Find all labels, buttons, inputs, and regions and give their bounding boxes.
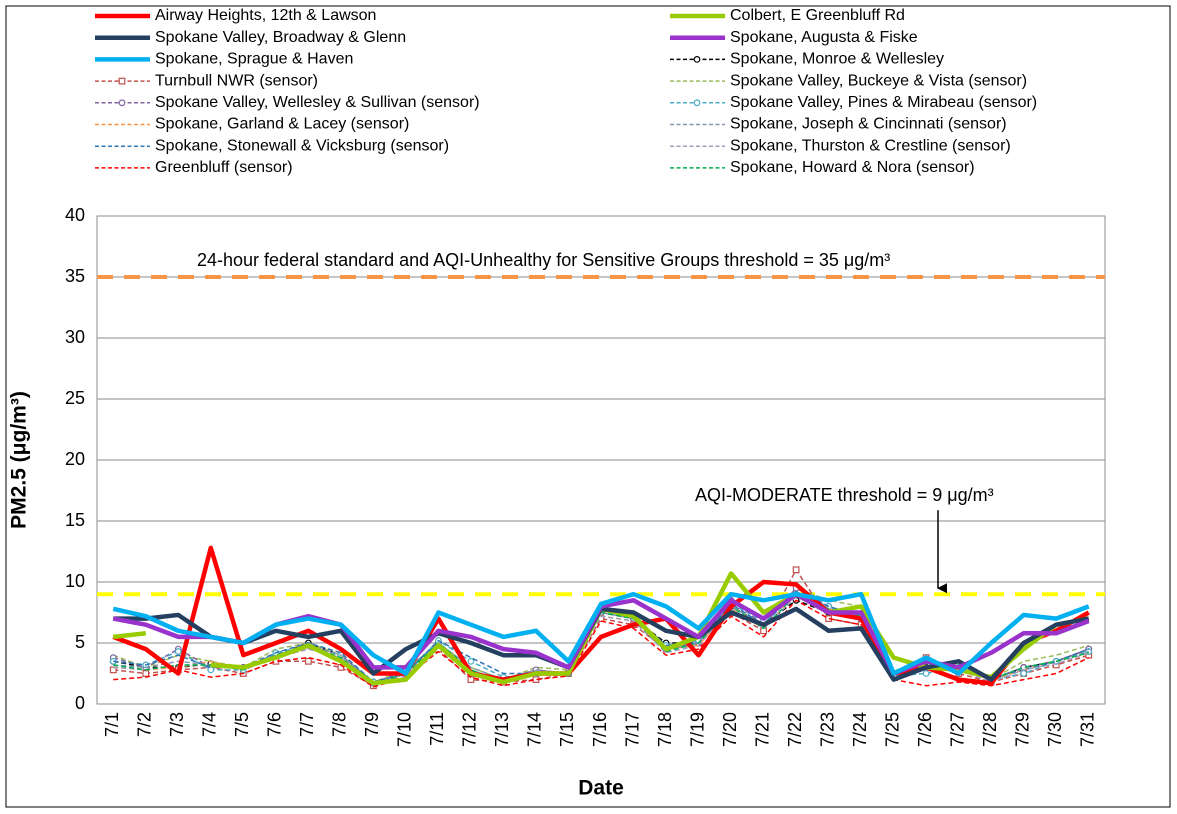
series-marker [142,670,150,677]
legend-label: Spokane, Garland & Lacey (sensor) [155,116,409,133]
legend-marker [693,56,701,63]
series-line [113,595,1089,686]
x-tick-label: 7/5 [232,712,252,737]
series-marker [922,670,930,677]
legend-label: Spokane, Augusta & Fiske [730,29,918,46]
y-tick-label: 10 [65,571,85,591]
x-tick-label: 7/10 [395,712,415,747]
legend-label: Spokane Valley, Pines & Mirabeau (sensor… [730,94,1037,111]
legend-label: Spokane, Thurston & Crestline (sensor) [730,137,1011,154]
series-line [113,631,147,640]
x-axis-label: Date [578,777,624,800]
legend-label: Greenbluff (sensor) [155,159,293,176]
x-tick-label: 7/13 [492,712,512,747]
x-tick-label: 7/23 [817,712,837,747]
legend-label: Spokane, Howard & Nora (sensor) [730,159,975,176]
x-tick-label: 7/31 [1077,712,1097,747]
x-tick-label: 7/6 [265,712,285,737]
plot-border [96,215,1106,705]
x-tick-label: 7/15 [557,712,577,747]
x-tick-label: 7/22 [785,712,805,747]
series-marker [467,657,475,665]
y-tick-label: 35 [65,266,85,286]
legend-label: Spokane, Stonewall & Vicksburg (sensor) [155,137,449,154]
x-tick-label: 7/2 [135,712,155,737]
annotation: AQI-MODERATE threshold = 9 μg/m³ [695,485,994,505]
legend-label: Spokane Valley, Broadway & Glenn [155,29,406,46]
x-tick-label: 7/29 [1012,712,1032,747]
x-tick-label: 7/18 [655,712,675,747]
legend-marker [118,77,126,85]
series-marker [304,657,312,665]
x-tick-label: 7/8 [330,712,350,737]
legend-label: Spokane, Monroe & Wellesley [730,51,944,68]
x-tick-label: 7/7 [297,712,317,737]
legend-label: Turnbull NWR (sensor) [155,72,318,89]
legend-label: Spokane Valley, Buckeye & Vista (sensor) [730,72,1027,89]
annotation: 24-hour federal standard and AQI-Unhealt… [197,250,890,270]
y-tick-label: 5 [75,632,85,652]
x-tick-label: 7/30 [1045,712,1065,747]
x-tick-label: 7/20 [720,712,740,747]
series-marker [792,566,800,574]
x-tick-label: 7/28 [980,712,1000,747]
series-marker [1020,670,1028,677]
x-tick-label: 7/27 [947,712,967,747]
series-marker [207,666,215,674]
legend-label: Colbert, E Greenbluff Rd [730,7,905,24]
legend-label: Spokane Valley, Wellesley & Sullivan (se… [155,94,480,111]
y-axis-label: PM2.5 (μg/m³) [8,391,31,529]
legend-label: Spokane, Joseph & Cincinnati (sensor) [730,116,1007,133]
y-tick-label: 20 [65,449,85,469]
x-tick-label: 7/3 [167,712,187,737]
x-tick-label: 7/19 [687,712,707,747]
series-line [210,571,1090,686]
x-tick-label: 7/17 [622,712,642,747]
x-tick-label: 7/21 [752,712,772,747]
x-tick-label: 7/11 [427,712,447,746]
series-marker [109,666,117,674]
x-tick-label: 7/1 [102,712,122,737]
y-tick-label: 15 [65,510,85,530]
x-tick-label: 7/26 [915,712,935,747]
x-tick-label: 7/9 [362,712,382,737]
x-tick-label: 7/25 [882,712,902,747]
legend-marker [118,99,126,107]
x-tick-label: 7/24 [850,712,870,747]
y-tick-label: 25 [65,388,85,408]
x-tick-label: 7/4 [200,712,220,737]
legend-label: Airway Heights, 12th & Lawson [155,7,376,24]
y-tick-label: 0 [75,693,85,713]
series-line [112,591,1090,676]
series-line [113,599,1090,688]
y-tick-label: 30 [65,327,85,347]
x-tick-label: 7/14 [525,712,545,747]
legend-label: Spokane, Sprague & Haven [155,51,353,68]
y-tick-label: 40 [65,205,85,225]
series-marker [174,648,182,655]
x-tick-label: 7/16 [590,712,610,747]
x-tick-label: 7/12 [460,712,480,747]
legend-marker [693,99,701,107]
